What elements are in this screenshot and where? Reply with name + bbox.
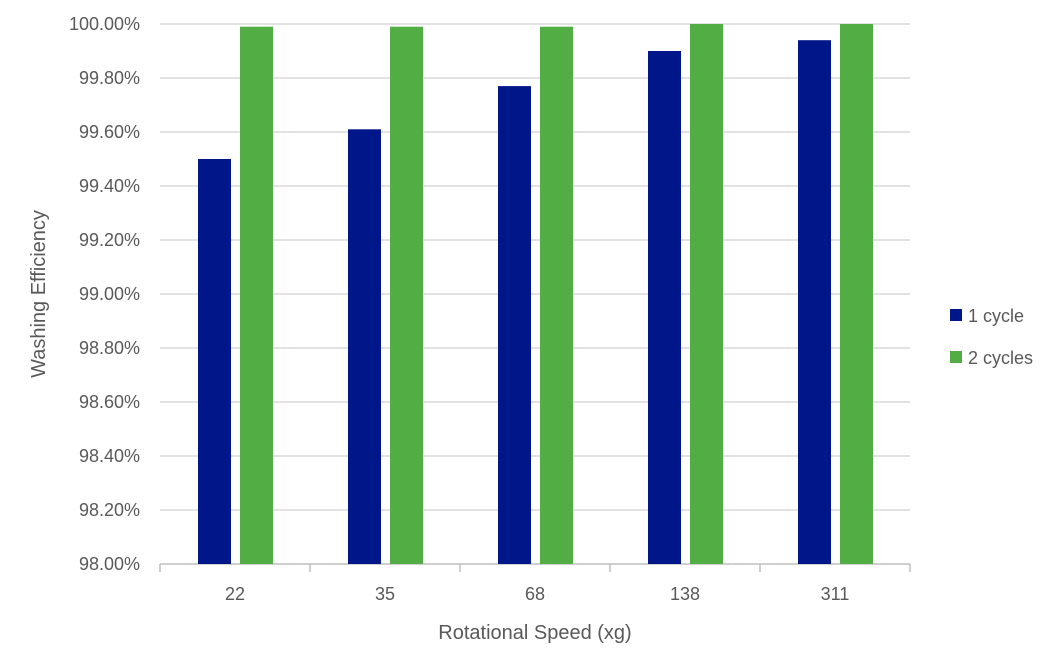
bar-1-cycle-35	[348, 129, 381, 565]
y-tick-label: 99.20%	[79, 230, 140, 250]
x-tick-label: 138	[670, 584, 700, 604]
y-axis-label: Washing Efficiency	[28, 210, 50, 378]
bar-1-cycle-22	[198, 159, 231, 564]
y-tick-label: 99.40%	[79, 176, 140, 196]
x-tick-label: 68	[525, 584, 545, 604]
bar-2-cycles-68	[540, 26, 573, 564]
x-tick-label: 35	[375, 584, 395, 604]
y-tick-label: 98.80%	[79, 338, 140, 358]
x-tick-label: 311	[821, 584, 850, 604]
bar-1-cycle-138	[648, 51, 681, 564]
legend-label: 2 cycles	[968, 348, 1033, 368]
y-tick-label: 99.80%	[79, 68, 140, 88]
y-tick-label: 100.00%	[69, 14, 140, 34]
x-tick-label: 22	[225, 584, 245, 604]
y-tick-label: 99.00%	[79, 284, 140, 304]
bar-1-cycle-311	[798, 40, 831, 564]
legend-swatch	[950, 309, 962, 321]
bar-2-cycles-22	[240, 26, 273, 564]
x-axis-label: Rotational Speed (xg)	[438, 622, 631, 644]
y-tick-label: 99.60%	[79, 122, 140, 142]
y-tick-label: 98.20%	[79, 500, 140, 520]
bar-1-cycle-68	[498, 86, 531, 564]
bar-2-cycles-311	[840, 24, 873, 564]
y-tick-label: 98.60%	[79, 392, 140, 412]
y-tick-label: 98.00%	[79, 554, 140, 574]
y-tick-label: 98.40%	[79, 446, 140, 466]
legend-swatch	[950, 351, 962, 363]
bar-2-cycles-138	[690, 24, 723, 564]
bar-2-cycles-35	[390, 26, 423, 564]
legend-label: 1 cycle	[968, 306, 1024, 326]
